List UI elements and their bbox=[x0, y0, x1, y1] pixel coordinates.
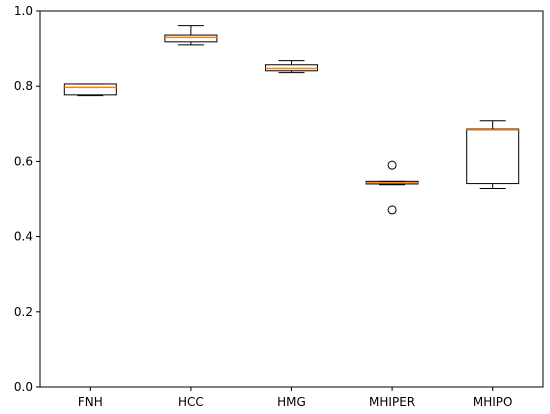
axes-frame bbox=[39, 10, 544, 388]
y-tick-label: 0.4 bbox=[14, 230, 33, 244]
y-axis: 0.0 0.2 0.4 0.6 0.8 1.0 bbox=[14, 4, 40, 394]
y-tick-label: 1.0 bbox=[14, 4, 33, 18]
x-tick-label: HCC bbox=[178, 395, 204, 409]
x-tick-label: MHIPO bbox=[473, 395, 513, 409]
box-iqr bbox=[466, 128, 520, 185]
y-tick-label: 0.0 bbox=[14, 380, 33, 394]
y-tick-label: 0.8 bbox=[14, 79, 33, 93]
x-tick-label: FNH bbox=[78, 395, 103, 409]
y-tick-label: 0.6 bbox=[14, 154, 33, 168]
x-tick-label: HMG bbox=[277, 395, 306, 409]
outlier-point bbox=[387, 160, 397, 170]
box-group-hcc bbox=[164, 25, 218, 46]
box-group-fnh bbox=[63, 83, 117, 97]
box-group-mhiper bbox=[365, 160, 419, 215]
box-iqr bbox=[63, 83, 117, 96]
box-iqr bbox=[265, 64, 318, 72]
box-group-hmg bbox=[265, 60, 318, 74]
box-group-mhipo bbox=[466, 120, 520, 189]
y-tick-label: 0.2 bbox=[14, 305, 33, 319]
x-tick-label: MHIPER bbox=[369, 395, 415, 409]
outlier-point bbox=[387, 205, 397, 215]
box-iqr bbox=[164, 34, 218, 43]
x-axis: FNH HCC HMG MHIPER MHIPO bbox=[78, 387, 513, 409]
plot-area bbox=[63, 25, 520, 215]
